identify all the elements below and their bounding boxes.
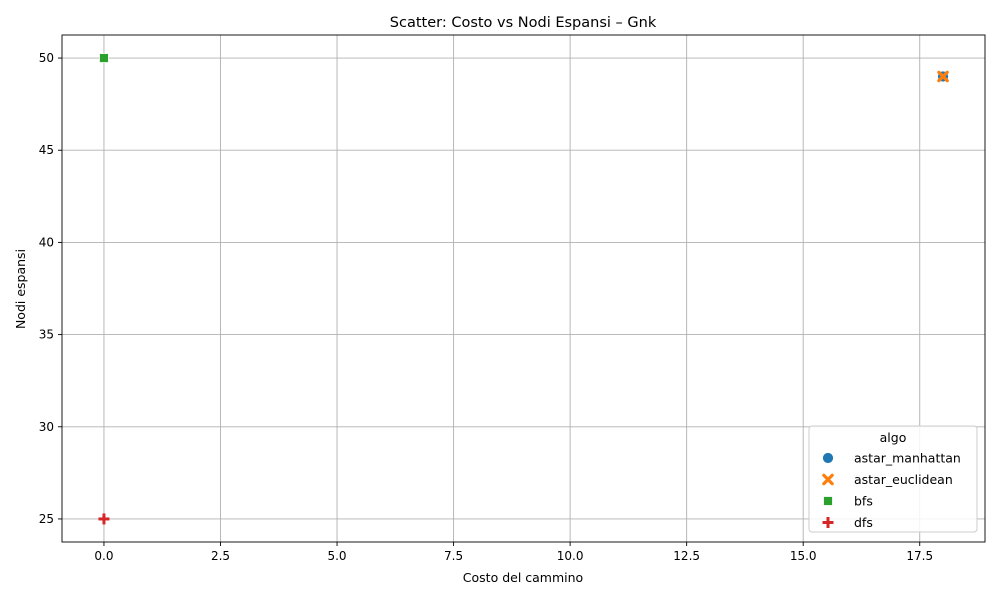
x-axis-label: Costo del cammino: [463, 570, 583, 585]
legend-marker-astar-manhattan: [822, 452, 834, 464]
marker-shape: [99, 53, 109, 63]
marker-shape: [823, 496, 833, 506]
y-tick-label: 30: [39, 420, 54, 434]
data-point-bfs: [99, 53, 109, 63]
y-tick-label: 25: [39, 512, 54, 526]
legend-marker-bfs: [823, 496, 833, 506]
marker-shape: [822, 473, 834, 486]
marker-shape: [822, 452, 834, 464]
data-point-astar-euclidean: [937, 70, 949, 83]
y-axis-label: Nodi espansi: [13, 249, 28, 329]
plot-frame: [61, 34, 986, 543]
legend-marker-astar-euclidean: [822, 473, 834, 486]
legend-entry-label: bfs: [854, 494, 873, 509]
x-tick-label: 7.5: [444, 549, 463, 563]
x-tick-label: 12.5: [673, 549, 700, 563]
y-tick-label: 35: [39, 328, 54, 342]
data-point-dfs: [98, 513, 110, 525]
axes: 0.0 2.5 5.0 7.5 10.0 12.5 15.0 17.5 25 30 35 40 45 50: [39, 34, 986, 563]
legend-frame: [808, 425, 978, 533]
legend-entry-label: dfs: [854, 515, 873, 530]
marker-shape: [937, 70, 949, 83]
legend-entry-label: astar_euclidean: [854, 472, 953, 487]
x-tick-label: 15.0: [790, 549, 817, 563]
y-tick-label: 45: [39, 143, 54, 157]
chart-title: Scatter: Costo vs Nodi Espansi – Gnk: [390, 15, 657, 31]
x-tick-label: 10.0: [557, 549, 584, 563]
data-points: [98, 53, 949, 525]
legend-entry-label: astar_manhattan: [854, 451, 961, 466]
x-tick-label: 0.0: [94, 549, 113, 563]
x-tick-label: 2.5: [211, 549, 230, 563]
y-tick-label: 50: [39, 51, 54, 65]
legend-title: algo: [880, 430, 907, 445]
x-tick-label: 5.0: [327, 549, 346, 563]
y-tick-label: 40: [39, 235, 54, 249]
legend-marker-dfs: [822, 517, 834, 528]
x-tick-label: 17.5: [906, 549, 933, 563]
